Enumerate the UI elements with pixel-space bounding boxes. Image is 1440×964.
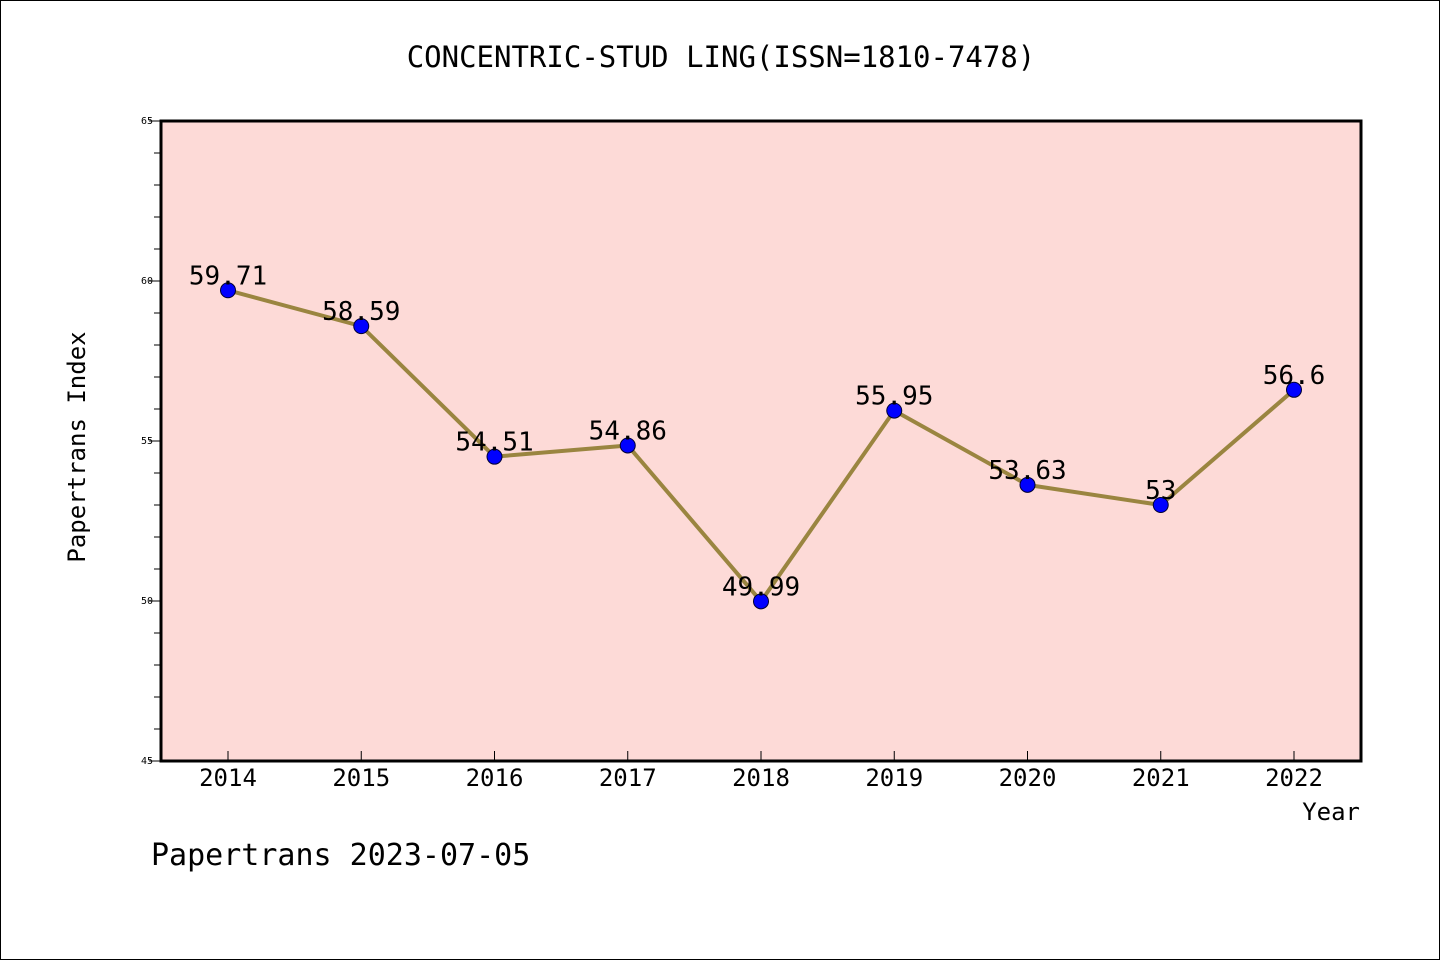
data-label: 56.6	[1263, 361, 1326, 391]
y-tick-label: 50	[141, 596, 153, 607]
y-axis-ticks: 45 50 55 60 65	[141, 116, 161, 767]
data-labels: 59.71 58.59 54.51 54.86 49.99 55.95 53.63 53 56.…	[189, 261, 1325, 602]
y-tick-label: 45	[141, 756, 153, 767]
data-label: 55.95	[855, 382, 933, 412]
y-tick-label: 65	[141, 116, 153, 127]
y-tick-label: 60	[141, 276, 153, 287]
data-point	[486, 448, 503, 465]
y-axis-title: Papertrans Index	[63, 331, 91, 562]
data-point	[1152, 497, 1169, 513]
chart-title: CONCENTRIC-STUD LING(ISSN=1810-7478)	[407, 40, 1036, 74]
x-tick-label: 2018	[732, 764, 790, 792]
data-label: 53	[1145, 476, 1176, 506]
x-tick-label: 2015	[332, 764, 390, 792]
x-tick-label: 2014	[199, 764, 257, 792]
x-tick-label: 2016	[466, 764, 524, 792]
data-label: 54.86	[589, 416, 667, 446]
data-point	[753, 593, 769, 610]
data-point	[886, 402, 903, 419]
data-point	[1286, 381, 1302, 398]
plot-border	[159, 119, 1363, 763]
y-tick-label: 55	[141, 436, 153, 447]
x-axis-title: Year	[1302, 798, 1360, 826]
data-point	[220, 282, 236, 299]
x-tick-label: 2020	[999, 764, 1057, 792]
data-label: 59.71	[189, 261, 267, 291]
plot-area	[161, 121, 1361, 761]
data-label: 54.51	[455, 428, 533, 458]
data-point	[1019, 476, 1036, 493]
data-label: 49.99	[722, 572, 800, 602]
x-tick-label: 2021	[1132, 764, 1190, 792]
data-label: 53.63	[988, 456, 1066, 486]
footer-text: Papertrans 2023-07-05	[151, 838, 530, 873]
x-tick-label: 2017	[599, 764, 657, 792]
x-axis-ticks: 2014 2015 2016 2017 2018 2019 2020 2021 2022	[199, 751, 1323, 792]
data-markers	[220, 282, 1302, 610]
x-tick-label: 2019	[865, 764, 923, 792]
data-point	[619, 437, 636, 454]
x-tick-label: 2022	[1265, 764, 1323, 792]
data-point	[353, 318, 370, 335]
data-label: 58.59	[322, 297, 400, 327]
